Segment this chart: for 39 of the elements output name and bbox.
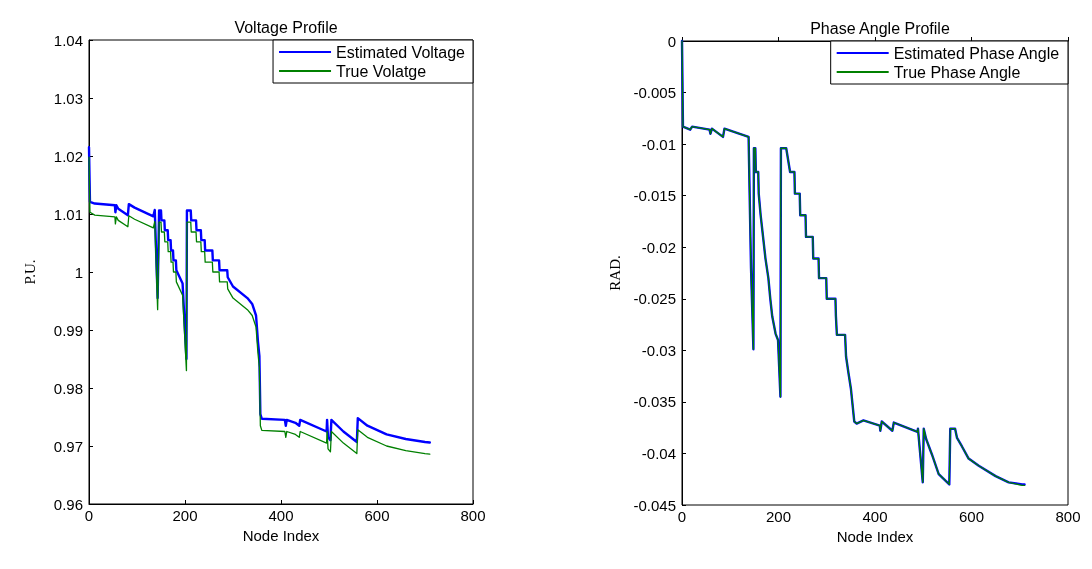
x-tick-label: 400 bbox=[268, 507, 294, 524]
legend-label: Estimated Phase Angle bbox=[893, 44, 1060, 62]
y-tick-label: 0.97 bbox=[53, 437, 83, 455]
x-tick-label: 200 bbox=[765, 508, 792, 525]
x-axis-title: Node Index bbox=[242, 527, 320, 544]
x-tick-label: 0 bbox=[84, 507, 94, 524]
y-tick-label: -0.03 bbox=[641, 341, 676, 359]
x-axis-title: Node Index bbox=[836, 528, 914, 545]
x-tick-label: 400 bbox=[862, 508, 888, 525]
y-tick-label: -0.01 bbox=[641, 135, 676, 153]
x-tick-label: 800 bbox=[460, 507, 486, 524]
y-tick-label: 0.98 bbox=[53, 379, 83, 397]
y-axis-title: RAD. bbox=[607, 255, 624, 291]
legend-label: Estimated Voltage bbox=[336, 43, 466, 61]
x-tick-label: 800 bbox=[1055, 508, 1081, 525]
y-tick-label: 1.04 bbox=[53, 31, 83, 49]
y-tick-label: -0.025 bbox=[633, 290, 676, 308]
chart-title: Phase Angle Profile bbox=[810, 19, 950, 37]
y-tick-label: -0.035 bbox=[633, 393, 676, 411]
x-tick-label: 600 bbox=[364, 507, 390, 524]
y-tick-label: 0 bbox=[667, 32, 676, 50]
y-tick-label: 1.03 bbox=[53, 89, 83, 107]
y-tick-label: -0.045 bbox=[633, 496, 676, 514]
y-axis-title: P.U. bbox=[21, 259, 38, 285]
y-tick-label: 1.02 bbox=[53, 147, 83, 165]
x-tick-label: 600 bbox=[958, 508, 985, 525]
y-tick-label: -0.04 bbox=[641, 444, 676, 462]
y-tick-label: -0.02 bbox=[641, 238, 676, 256]
y-tick-label: 0.96 bbox=[53, 495, 83, 513]
y-tick-label: 0.99 bbox=[53, 321, 83, 339]
legend-label: True Volatge bbox=[336, 62, 427, 80]
legend-label: True Phase Angle bbox=[893, 63, 1021, 81]
y-tick-label: -0.005 bbox=[633, 84, 676, 102]
y-tick-label: 1.01 bbox=[53, 205, 83, 223]
x-tick-label: 200 bbox=[172, 507, 198, 524]
chart-title: Voltage Profile bbox=[234, 18, 338, 36]
x-tick-label: 0 bbox=[677, 508, 687, 525]
y-tick-label: 1 bbox=[74, 263, 83, 281]
y-tick-label: -0.015 bbox=[633, 187, 676, 205]
